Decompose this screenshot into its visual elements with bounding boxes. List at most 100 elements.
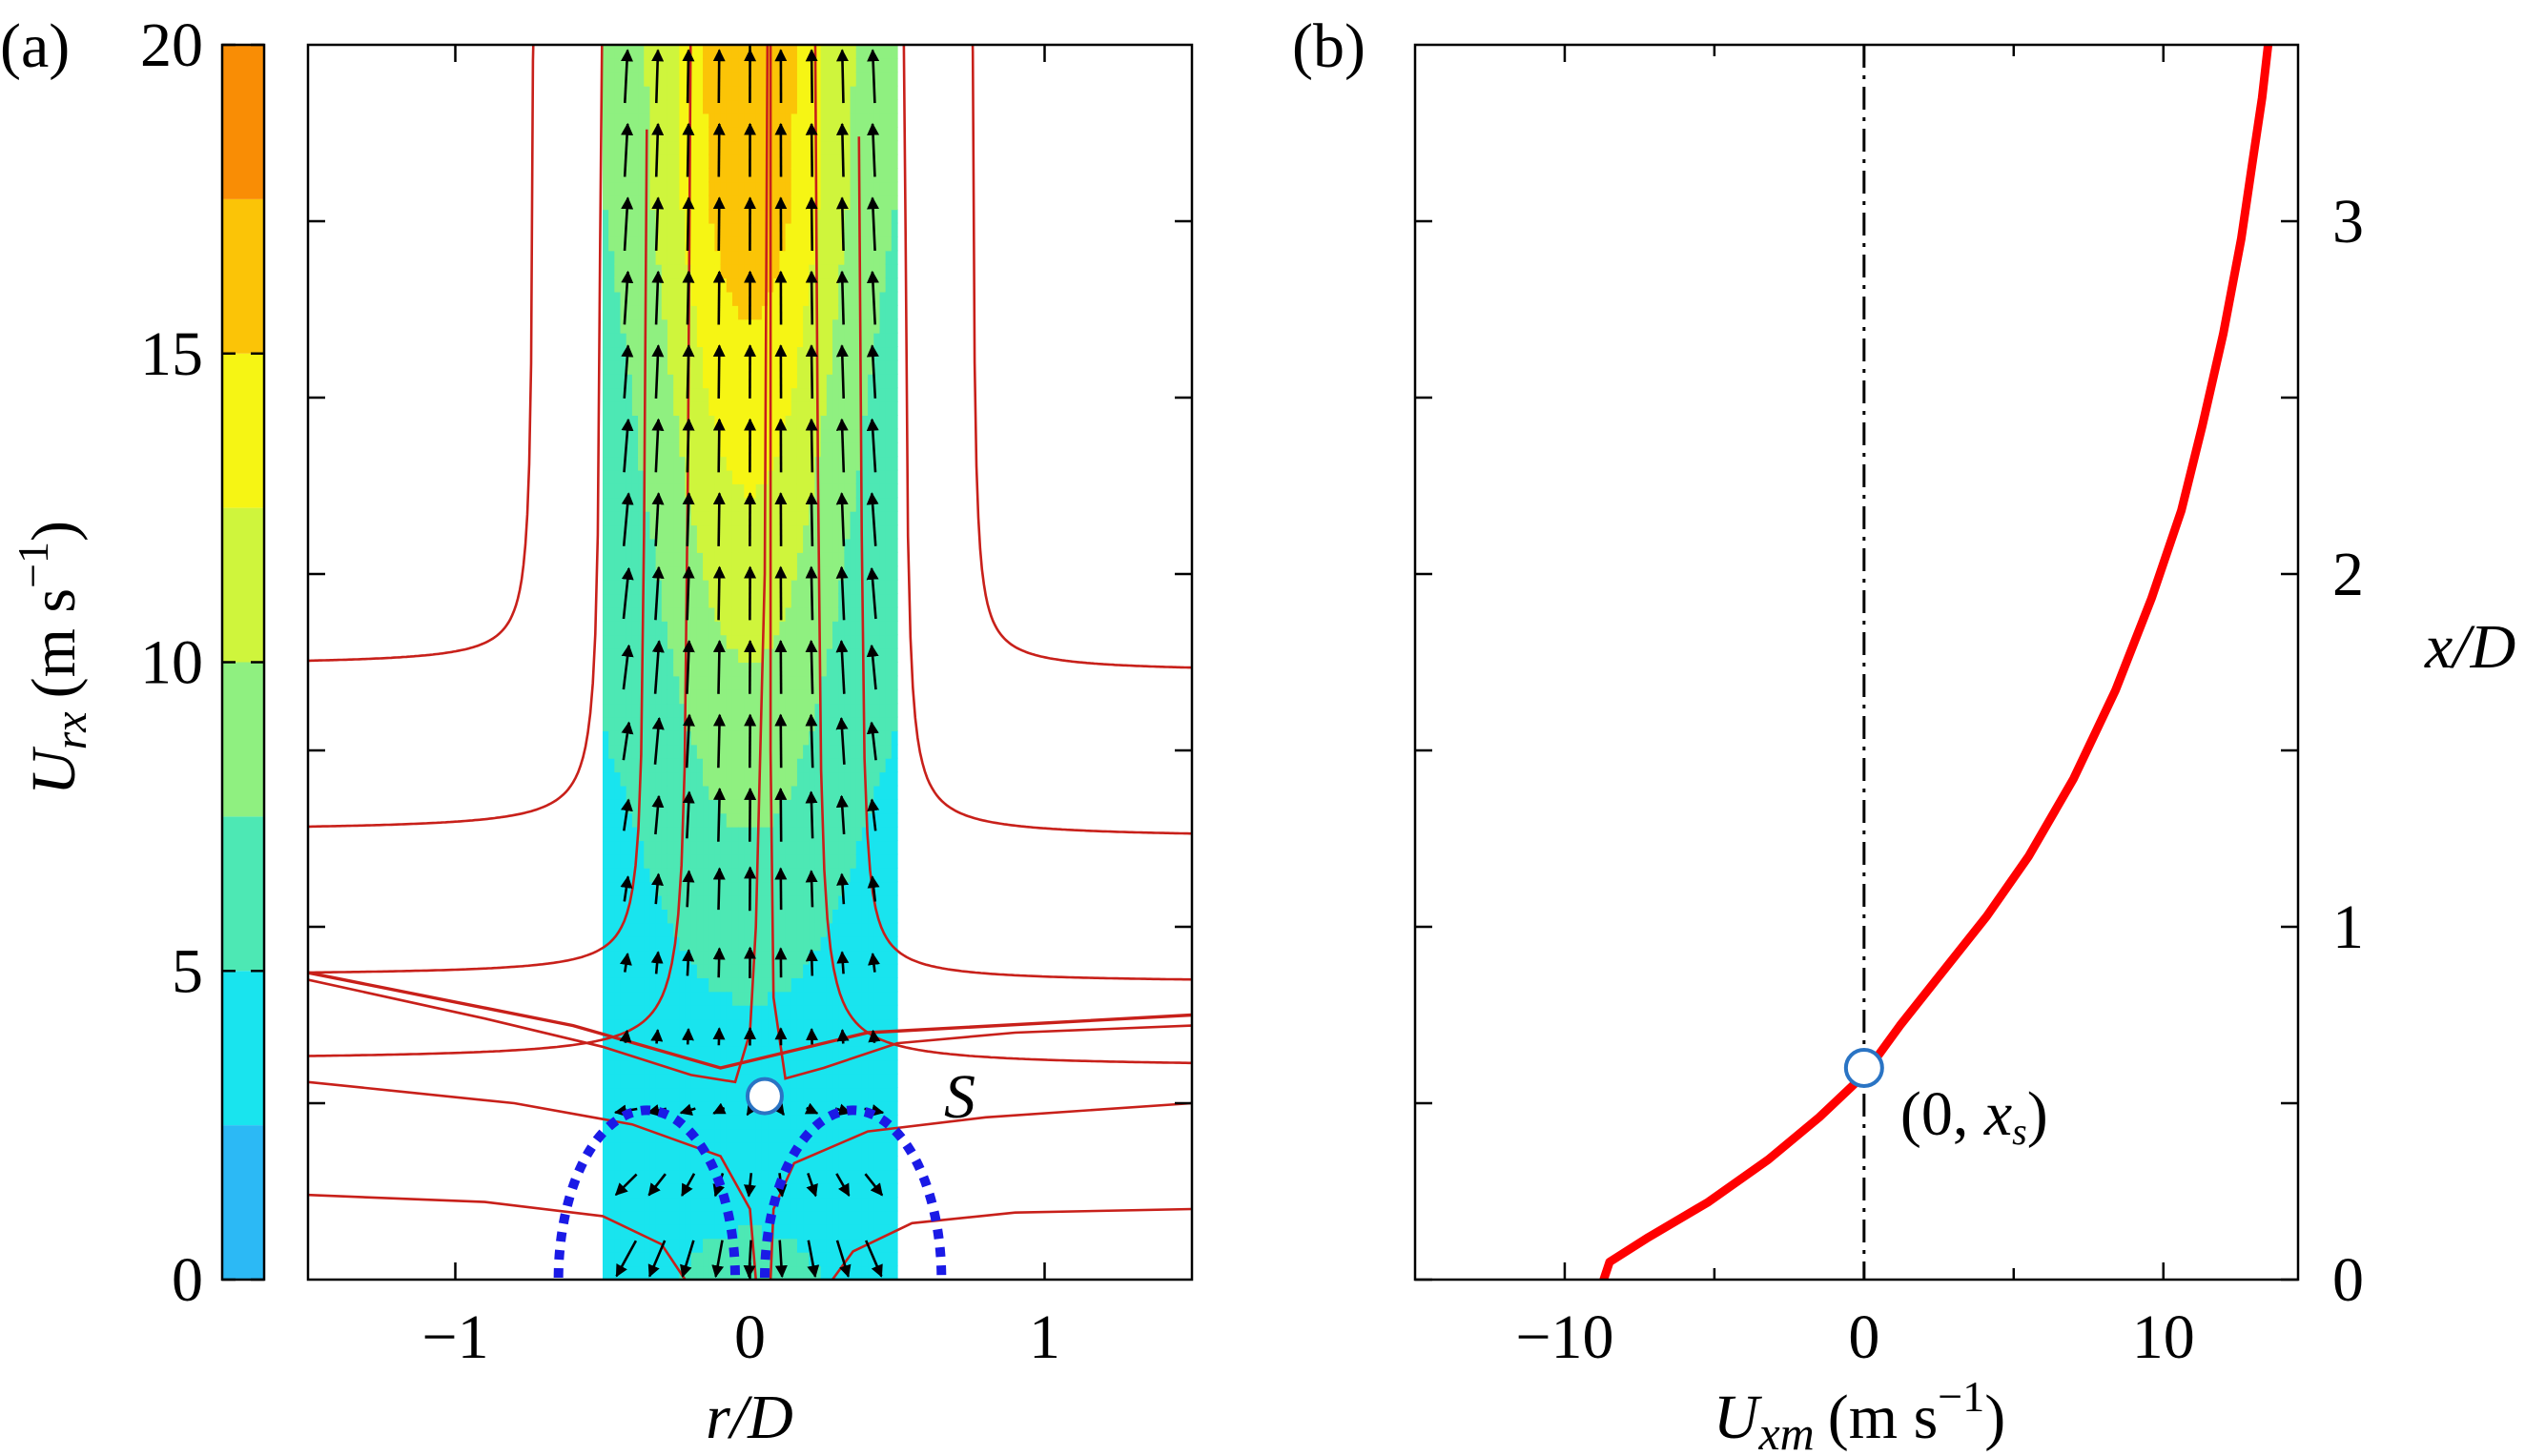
contour-cell (779, 1128, 787, 1143)
contour-cell (738, 1223, 745, 1240)
contour-cell (761, 1045, 769, 1061)
contour-cell (891, 497, 898, 512)
contour-cell (714, 1141, 722, 1157)
contour-cell (855, 497, 863, 512)
contour-cell (891, 881, 898, 896)
contour-cell (826, 236, 833, 252)
contour-cell (661, 45, 668, 59)
contour-cell (826, 1032, 833, 1047)
contour-cell (755, 359, 763, 375)
contour-cell (814, 840, 822, 855)
contour-cell (631, 1210, 639, 1225)
contour-cell (850, 840, 857, 855)
contour-cell (814, 662, 822, 677)
contour-cell (814, 1156, 822, 1171)
contour-cell (850, 647, 857, 663)
contour-cell (667, 1073, 674, 1089)
contour-cell (608, 441, 615, 458)
contour-cell (879, 1210, 887, 1225)
contour-cell (832, 359, 839, 375)
contour-cell (667, 785, 674, 800)
contour-cell (708, 524, 716, 540)
contour-cell (620, 1128, 627, 1143)
contour-cell (703, 195, 709, 211)
contour-cell (803, 428, 810, 443)
contour-cell (820, 1100, 828, 1116)
contour-cell (891, 538, 898, 553)
contour-cell (785, 415, 792, 430)
contour-cell (608, 551, 615, 567)
contour-cell (803, 922, 810, 937)
contour-cell (738, 922, 745, 937)
contour-cell (885, 57, 893, 73)
contour-cell (638, 894, 645, 910)
contour-cell (855, 826, 863, 842)
contour-cell (803, 894, 810, 910)
contour-cell (879, 538, 887, 553)
contour-cell (891, 867, 898, 883)
contour-cell (779, 291, 787, 306)
contour-cell (620, 222, 627, 237)
contour-cell (608, 785, 615, 800)
contour-cell (755, 922, 763, 937)
contour-cell (820, 1251, 828, 1267)
contour-cell (603, 647, 609, 663)
contour-cell (820, 1004, 828, 1020)
contour-cell (744, 291, 751, 306)
contour-cell (631, 771, 639, 787)
contour-cell (703, 373, 709, 389)
contour-cell (638, 606, 645, 622)
contour-cell (714, 840, 722, 855)
contour-cell (790, 1238, 798, 1253)
contour-cell (620, 1156, 627, 1171)
contour-cell (608, 565, 615, 581)
contour-cell (667, 209, 674, 224)
contour-cell (708, 826, 716, 842)
contour-cell (631, 703, 639, 718)
contour-cell (603, 579, 609, 595)
contour-cell (620, 894, 627, 910)
contour-cell (626, 757, 633, 773)
contour-cell (855, 1141, 863, 1157)
contour-cell (814, 1128, 822, 1143)
contour-cell (661, 950, 668, 965)
contour-cell (655, 744, 663, 759)
contour-cell (614, 744, 622, 759)
velocity-vector (805, 640, 818, 694)
contour-cell (826, 620, 833, 636)
contour-cell (667, 1128, 674, 1143)
contour-cell (855, 757, 863, 773)
velocity-vector (682, 713, 695, 769)
contour-cell (761, 181, 769, 196)
contour-cell (891, 1141, 898, 1157)
contour-cell (761, 976, 769, 993)
contour-cell (861, 441, 869, 458)
contour-cell (673, 894, 680, 910)
contour-cell (603, 181, 609, 196)
contour-cell (685, 1073, 692, 1089)
contour-cell (755, 1182, 763, 1199)
contour-cell (850, 497, 857, 512)
contour-cell (803, 771, 810, 787)
contour-cell (838, 1169, 845, 1184)
contour-cell (667, 140, 674, 155)
contour-cell (749, 1210, 757, 1225)
contour-cell (814, 688, 822, 705)
contour-cell (850, 1238, 857, 1253)
contour-cell (844, 469, 852, 484)
colorbar-band (222, 662, 264, 817)
contour-cell (744, 853, 751, 869)
contour-cell (773, 154, 780, 169)
contour-cell (749, 428, 757, 443)
velocity-vector (619, 1029, 632, 1043)
contour-cell (703, 72, 709, 87)
contour-cell (626, 976, 633, 993)
contour-cell (738, 1004, 745, 1020)
contour-cell (661, 757, 668, 773)
velocity-vector (650, 951, 664, 974)
contour-cell (873, 209, 881, 224)
contour-cell (608, 209, 615, 224)
contour-cell (832, 482, 839, 499)
contour-cell (785, 45, 792, 59)
contour-cell (885, 757, 893, 773)
